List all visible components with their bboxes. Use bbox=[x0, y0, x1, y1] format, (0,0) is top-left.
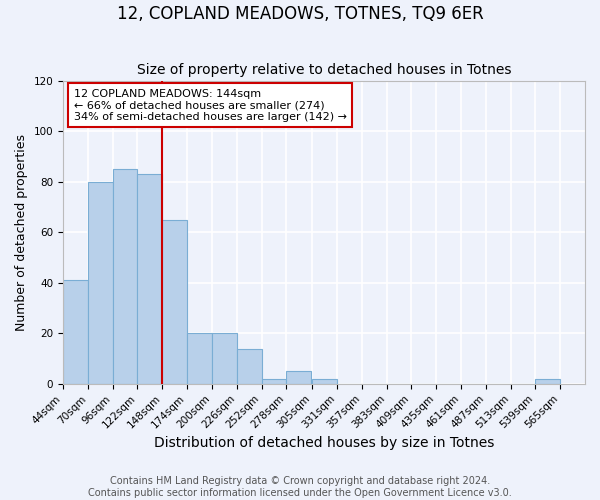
Bar bbox=[162, 220, 187, 384]
Text: 12, COPLAND MEADOWS, TOTNES, TQ9 6ER: 12, COPLAND MEADOWS, TOTNES, TQ9 6ER bbox=[116, 5, 484, 23]
X-axis label: Distribution of detached houses by size in Totnes: Distribution of detached houses by size … bbox=[154, 436, 494, 450]
Bar bbox=[212, 334, 237, 384]
Bar bbox=[137, 174, 162, 384]
Title: Size of property relative to detached houses in Totnes: Size of property relative to detached ho… bbox=[137, 63, 511, 77]
Bar bbox=[187, 334, 212, 384]
Y-axis label: Number of detached properties: Number of detached properties bbox=[15, 134, 28, 331]
Bar bbox=[535, 379, 560, 384]
Text: 12 COPLAND MEADOWS: 144sqm
← 66% of detached houses are smaller (274)
34% of sem: 12 COPLAND MEADOWS: 144sqm ← 66% of deta… bbox=[74, 88, 347, 122]
Bar bbox=[88, 182, 113, 384]
Text: Contains HM Land Registry data © Crown copyright and database right 2024.
Contai: Contains HM Land Registry data © Crown c… bbox=[88, 476, 512, 498]
Bar bbox=[63, 280, 88, 384]
Bar bbox=[237, 348, 262, 384]
Bar bbox=[312, 379, 337, 384]
Bar bbox=[286, 371, 311, 384]
Bar bbox=[262, 379, 286, 384]
Bar bbox=[113, 170, 137, 384]
